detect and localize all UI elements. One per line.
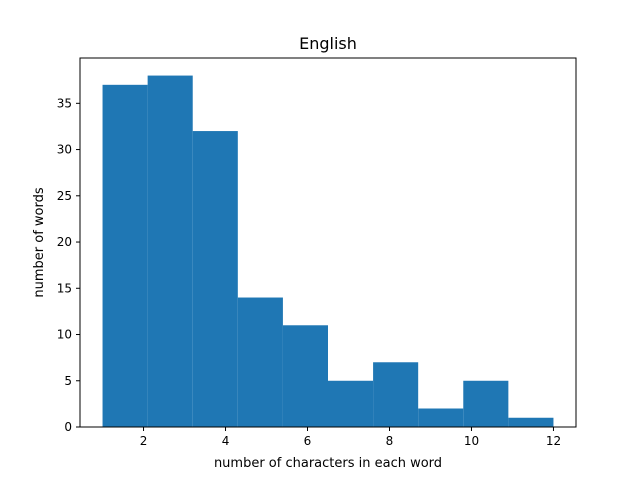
x-tick-label: 4 (222, 434, 230, 448)
y-tick-label: 30 (57, 143, 72, 157)
y-axis-ticks: 0 5 10 15 20 25 30 35 (57, 96, 80, 434)
x-tick-label: 6 (304, 434, 312, 448)
y-tick-label: 10 (57, 328, 72, 342)
y-tick-label: 35 (57, 96, 72, 110)
y-tick-label: 25 (57, 189, 72, 203)
histogram-bar (463, 380, 509, 427)
histogram-bar (373, 362, 419, 427)
histogram-bar (282, 325, 328, 427)
histogram-bar (147, 75, 193, 428)
histogram-bar (192, 131, 238, 427)
y-axis-label: number of words (32, 187, 47, 297)
histogram-bar (328, 380, 374, 427)
x-axis-ticks: 2 4 6 8 10 12 (140, 427, 561, 448)
y-tick-label: 15 (57, 281, 72, 295)
histogram-bar (102, 84, 148, 427)
x-axis-label: number of characters in each word (214, 456, 442, 471)
x-tick-label: 12 (546, 434, 561, 448)
x-tick-label: 10 (464, 434, 479, 448)
y-tick-label: 5 (64, 374, 72, 388)
bars-group (102, 75, 554, 428)
x-tick-label: 8 (386, 434, 394, 448)
histogram-bar (508, 417, 554, 427)
chart-title: English (299, 34, 357, 53)
y-tick-label: 0 (64, 420, 72, 434)
y-tick-label: 20 (57, 235, 72, 249)
histogram-bar (237, 297, 283, 427)
x-tick-label: 2 (140, 434, 148, 448)
histogram-bar (418, 408, 464, 427)
